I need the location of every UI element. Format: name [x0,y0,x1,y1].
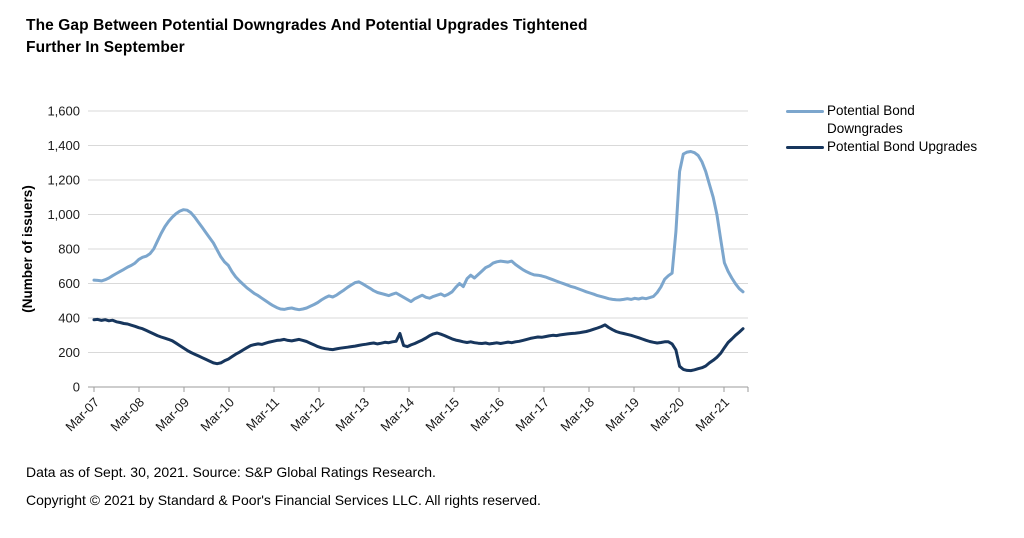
x-tick-label: Mar-10 [197,395,237,435]
x-tick-label: Mar-13 [332,395,372,435]
source-note: Data as of Sept. 30, 2021. Source: S&P G… [26,464,436,480]
x-tick-label: Mar-09 [152,395,192,435]
x-tick-label: Mar-14 [377,395,417,435]
x-tick-label: Mar-16 [467,395,507,435]
x-tick-label: Mar-18 [557,395,597,435]
y-tick-label: 1,600 [47,104,80,119]
upgrades-line-swatch [786,146,824,149]
y-tick-label: 400 [58,311,80,326]
x-tick-label: Mar-15 [422,395,462,435]
y-tick-label: 200 [58,345,80,360]
chart-title-line1: The Gap Between Potential Downgrades And… [26,17,588,34]
legend-label-downgrades: Potential Bond Downgrades [827,103,915,136]
copyright-note: Copyright © 2021 by Standard & Poor's Fi… [26,492,541,508]
chart-title: The Gap Between Potential Downgrades And… [26,15,756,59]
y-tick-label: 1,000 [47,207,80,222]
upgrades-line [92,317,745,373]
x-tick-label: Mar-17 [512,395,552,435]
downgrades-line [92,150,745,312]
legend-item-downgrades: Potential Bond Downgrades [786,102,1024,138]
y-axis-title: (Number of issuers) [20,185,35,313]
chart-legend: Potential Bond Downgrades Potential Bond… [786,102,1024,156]
y-tick-label: 600 [58,276,80,291]
y-tick-label: 1,400 [47,138,80,153]
y-tick-label: 1,200 [47,173,80,188]
legend-item-upgrades: Potential Bond Upgrades [786,138,1024,156]
x-tick-label: Mar-19 [602,395,642,435]
x-tick-label: Mar-21 [692,395,732,435]
chart-title-line2: Further In September [26,39,185,56]
x-tick-label: Mar-08 [107,395,147,435]
legend-label-upgrades: Potential Bond Upgrades [827,139,978,154]
y-tick-label: 0 [73,380,80,395]
x-tick-label: Mar-20 [647,395,687,435]
x-tick-label: Mar-11 [243,395,282,434]
x-tick-label: Mar-07 [62,395,102,435]
y-tick-label: 800 [58,242,80,257]
x-tick-label: Mar-12 [287,395,327,435]
downgrades-line-swatch [786,110,824,113]
